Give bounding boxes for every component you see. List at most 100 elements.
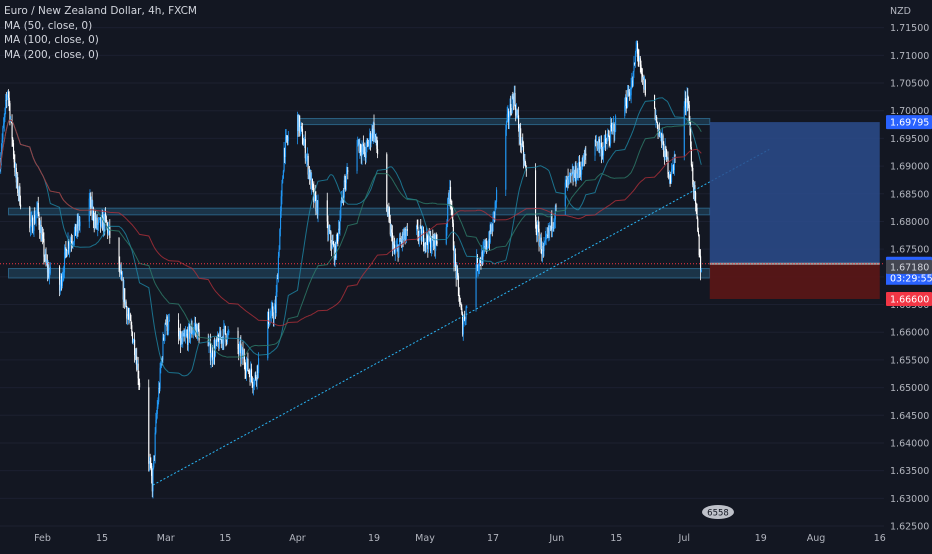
ma50-line xyxy=(0,97,702,377)
candle-body xyxy=(212,359,214,361)
candle-body xyxy=(463,316,465,325)
candle-body xyxy=(697,218,699,232)
candle-body xyxy=(665,146,667,150)
candle-body xyxy=(15,168,17,183)
candle-body xyxy=(367,142,369,144)
candle-body xyxy=(693,185,695,193)
candle-body xyxy=(309,172,311,180)
candle-body xyxy=(425,242,427,245)
candle-body xyxy=(609,140,611,144)
candle-body xyxy=(32,217,34,233)
candle-body xyxy=(454,253,457,264)
candle-body xyxy=(542,245,544,255)
candle-body xyxy=(285,135,287,137)
candle-body xyxy=(345,173,347,184)
candle-body xyxy=(60,276,62,285)
candle-body xyxy=(671,168,673,183)
legend-ma200[interactable]: MA (200, close, 0) xyxy=(4,48,99,61)
candle-body xyxy=(306,155,309,158)
candle-body xyxy=(156,406,158,415)
candle-body xyxy=(578,162,581,171)
candle-body xyxy=(32,230,34,233)
candle-body xyxy=(486,247,488,250)
candle-body xyxy=(211,350,213,358)
price-badge-text: 1.66600 xyxy=(890,294,929,305)
candle-body xyxy=(126,306,128,319)
legend-ma100[interactable]: MA (100, close, 0) xyxy=(4,34,99,47)
candle-body xyxy=(29,227,32,229)
candle-body xyxy=(655,116,657,120)
candle-body xyxy=(519,128,521,137)
candle-body xyxy=(631,80,633,87)
candle-body xyxy=(644,80,646,90)
candle-body xyxy=(661,135,663,143)
candle-body xyxy=(1,139,3,150)
candle-body xyxy=(486,241,488,250)
candle-body xyxy=(373,122,375,139)
candle-body xyxy=(576,179,578,181)
candle-body xyxy=(640,64,642,74)
candle-body xyxy=(39,224,41,233)
candle-body xyxy=(243,355,245,359)
candle-body xyxy=(303,142,305,146)
candle-body xyxy=(505,129,507,190)
legend-ma50[interactable]: MA (50, close, 0) xyxy=(4,19,93,32)
y-tick-label: 1.71000 xyxy=(890,51,929,62)
candle-body xyxy=(600,142,602,145)
candle-body xyxy=(662,135,664,144)
badge-icon xyxy=(702,505,734,519)
candle-body xyxy=(490,224,492,232)
candle-body xyxy=(224,325,226,334)
candle-body xyxy=(603,147,605,156)
candle-body xyxy=(361,148,363,157)
candle-body xyxy=(248,371,250,374)
candle-body xyxy=(153,455,156,457)
candle-body xyxy=(240,343,242,359)
price-zone xyxy=(297,117,711,126)
candle-body xyxy=(539,241,541,246)
candle-body xyxy=(605,138,607,144)
candle-body xyxy=(333,244,335,246)
candle-body xyxy=(278,249,280,257)
candle-body xyxy=(548,227,550,233)
candle-body xyxy=(16,177,18,183)
candle-body xyxy=(109,226,111,238)
candle-body xyxy=(49,266,51,274)
candle-body xyxy=(481,251,483,264)
y-tick-label: 1.63000 xyxy=(890,494,929,505)
candle-body xyxy=(120,269,122,273)
candle-body xyxy=(401,233,403,244)
candle-body xyxy=(286,135,288,140)
candle-body xyxy=(207,340,209,347)
candle-body xyxy=(134,339,136,355)
candle-body xyxy=(49,273,51,278)
chart-title[interactable]: Euro / New Zealand Dollar, 4h, FXCM xyxy=(4,5,197,17)
candle-body xyxy=(42,234,44,236)
candle-body xyxy=(448,198,450,200)
x-tick-label: Jun xyxy=(548,533,564,544)
candle-body xyxy=(95,217,97,224)
candle-body xyxy=(336,235,338,236)
candle-body xyxy=(573,173,575,181)
candle-body xyxy=(417,226,419,237)
candle-body xyxy=(185,334,187,336)
candle-body xyxy=(270,316,272,318)
candle-body xyxy=(78,219,80,227)
candle-body xyxy=(396,245,398,249)
candle-body xyxy=(37,202,39,210)
candle-body xyxy=(242,348,244,359)
candle-body xyxy=(345,182,347,184)
candle-body xyxy=(148,461,151,464)
candle-body xyxy=(331,241,333,249)
candle-body xyxy=(119,269,122,274)
candle-body xyxy=(364,146,366,157)
candle-body xyxy=(375,136,377,140)
candle-body xyxy=(209,342,211,344)
candle-body xyxy=(420,227,423,242)
candle-body xyxy=(431,235,433,248)
candle-body xyxy=(424,242,426,248)
candle-body xyxy=(692,167,694,185)
candle-body xyxy=(374,134,376,139)
